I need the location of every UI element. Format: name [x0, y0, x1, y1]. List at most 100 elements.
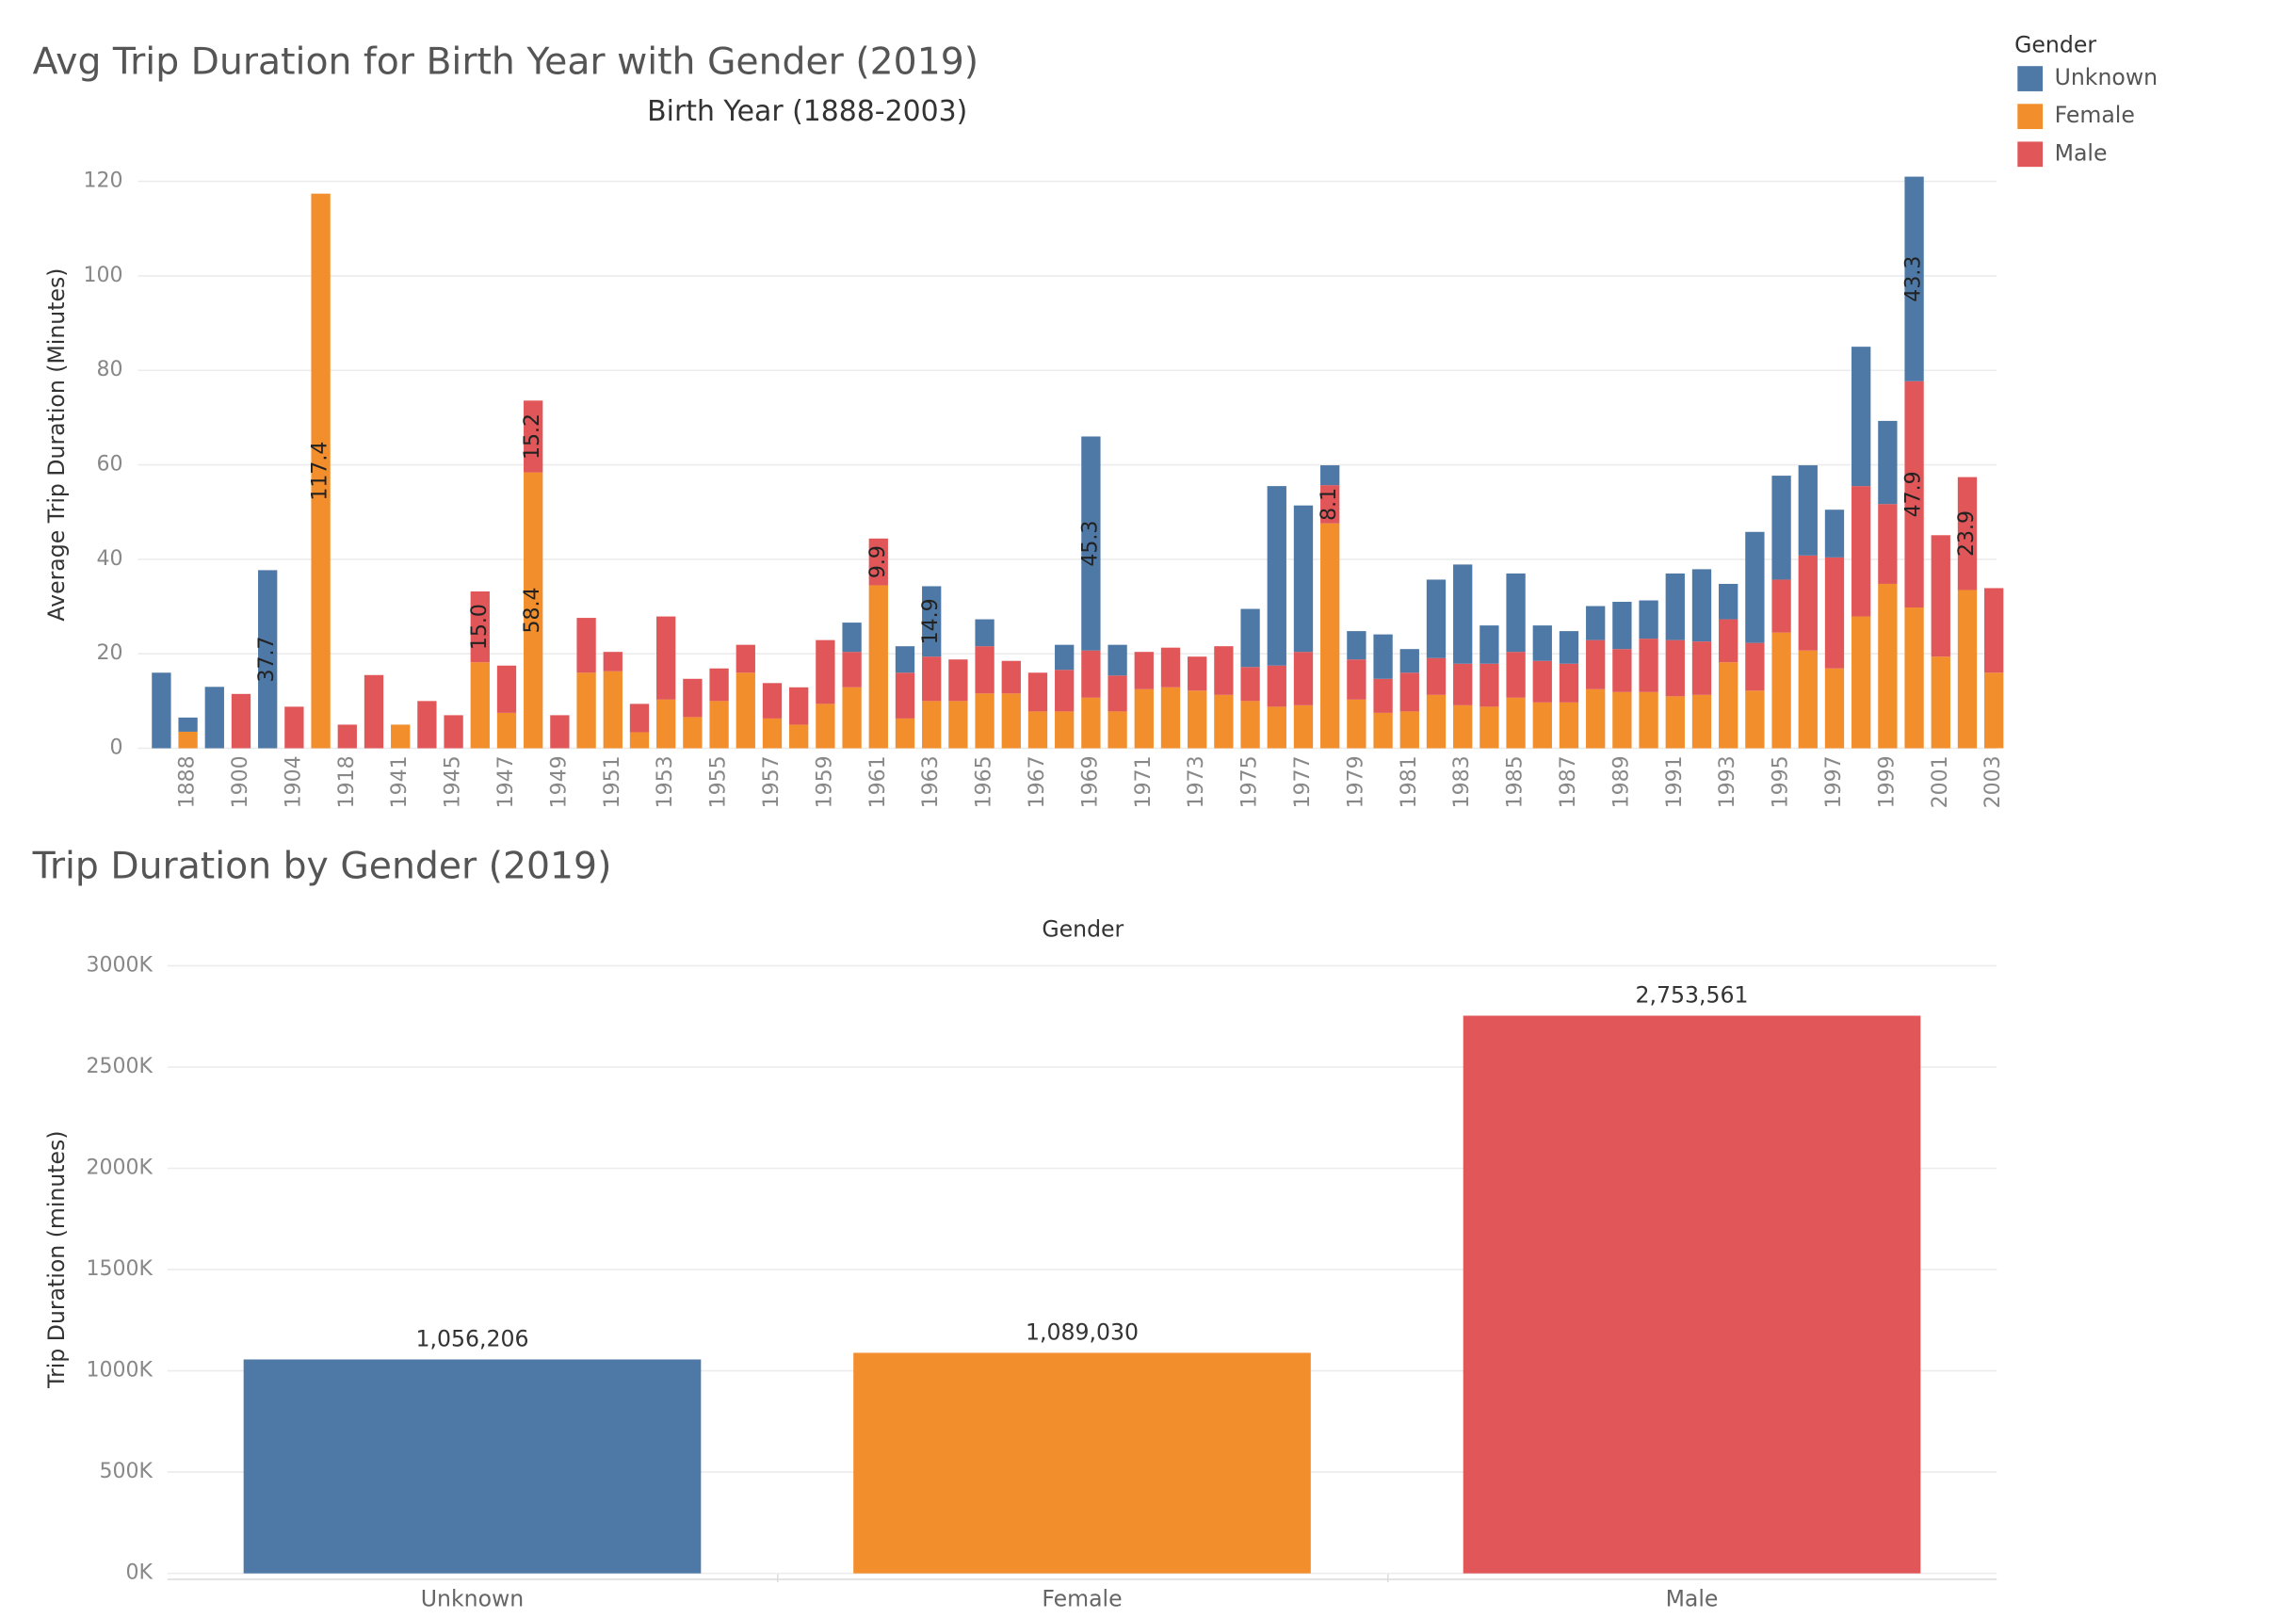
bar-segment [1798, 650, 1818, 749]
y-tick-label: 0 [110, 736, 123, 760]
bar-segment [975, 693, 994, 749]
bar [1463, 1015, 1921, 1574]
bar-segment [603, 652, 623, 671]
y-tick-label: 40 [97, 547, 123, 571]
bar-segment [1188, 656, 1207, 691]
x-tick-label: 1991 [1663, 755, 1687, 808]
bar-segment [1108, 644, 1127, 676]
x-tick-label: Female [1042, 1585, 1122, 1611]
bar-segment [603, 671, 623, 749]
legend-title: Gender [2014, 31, 2096, 57]
x-tick-label: 1977 [1291, 755, 1315, 808]
bar-segment [178, 717, 198, 732]
bar-segment [709, 701, 729, 749]
bar-segment [1665, 573, 1685, 640]
y-tick-label: 80 [97, 358, 123, 381]
bar-segment [1771, 632, 1791, 749]
x-tick-label: 1900 [229, 755, 252, 808]
bar-segment [1878, 420, 1898, 505]
data-label: 37.7 [255, 636, 279, 682]
bar-segment [1745, 642, 1765, 691]
legend-label: Unknown [2055, 64, 2158, 90]
bar-segment [948, 659, 968, 702]
x-tick-label: 2001 [1929, 755, 1952, 808]
y-tick-label: 20 [97, 641, 123, 665]
bar-segment [1479, 706, 1499, 749]
bar-segment [1479, 663, 1499, 707]
bar-segment [1373, 678, 1393, 713]
bar-segment [1267, 706, 1286, 749]
bar-segment [1027, 711, 1048, 749]
bar-segment [470, 662, 490, 749]
x-tick-label: 1967 [1026, 755, 1049, 808]
bar-segment [895, 646, 915, 673]
bar-segment [258, 570, 278, 749]
bar-segment [1665, 696, 1685, 749]
bar [243, 1359, 702, 1574]
y-tick-label: 1000K [87, 1359, 154, 1383]
bar-segment [1506, 573, 1526, 653]
bar-segment [1719, 619, 1738, 663]
bar-segment [524, 400, 543, 473]
bar-segment [1851, 616, 1871, 749]
data-label: 1,056,206 [415, 1326, 528, 1352]
x-tick-label: 1963 [919, 755, 943, 808]
bar-segment [816, 704, 835, 749]
y-tick-label: 1500K [87, 1257, 154, 1281]
bar-segment [1559, 702, 1579, 749]
bar-segment [1984, 588, 2004, 673]
bar-segment [1586, 688, 1606, 749]
bar-segment [1347, 699, 1366, 749]
bar-segment [1160, 687, 1181, 749]
bar-segment [1055, 644, 1075, 671]
bar-segment [975, 619, 994, 647]
x-tick-label: 1997 [1822, 755, 1846, 808]
bar-segment [1771, 476, 1791, 580]
bar-segment [1586, 606, 1606, 640]
bar-segment [1293, 704, 1314, 749]
bar-segment [1691, 641, 1712, 695]
x-axis-header: Birth Year (1888-2003) [647, 95, 967, 128]
bar-segment [1957, 590, 1978, 749]
bar-segment [496, 665, 517, 713]
x-tick-label: 1959 [813, 755, 836, 808]
bar-segment [1612, 649, 1632, 692]
bar-segment [1745, 690, 1765, 749]
bar-segment [1453, 564, 1473, 664]
x-tick-label: 1888 [176, 755, 200, 808]
data-label: 15.2 [521, 413, 544, 460]
bar-segment [1612, 602, 1632, 650]
bar-segment [762, 683, 783, 719]
bar-segment [842, 687, 862, 749]
bar-segment [1559, 663, 1579, 703]
bar-segment [444, 715, 463, 749]
bar-segment [1267, 486, 1286, 666]
bar-segment [311, 193, 331, 749]
bar-segment [496, 712, 517, 749]
bar-segment [550, 715, 570, 749]
bar-segment [1745, 531, 1765, 643]
bar-segment [1798, 465, 1818, 556]
x-tick-label: 1999 [1875, 755, 1899, 808]
bar-segment [1001, 660, 1021, 694]
bar-segment [1506, 697, 1526, 749]
bar-segment [868, 585, 888, 749]
x-tick-label: Unknown [421, 1585, 524, 1611]
bar-segment [1878, 583, 1898, 749]
x-tick-label: 1918 [335, 755, 359, 808]
bar-segment [576, 672, 596, 749]
y-tick-label: 2000K [87, 1157, 154, 1180]
bar-segment [683, 678, 703, 718]
bar-segment [1931, 535, 1950, 657]
bar-segment [1532, 660, 1552, 703]
bar-segment [1293, 652, 1314, 705]
bar-segment [1399, 711, 1419, 749]
y-tick-label: 3000K [87, 953, 154, 977]
bar-segment [1851, 486, 1871, 617]
bar-segment [1851, 347, 1871, 487]
x-tick-label: 1979 [1344, 755, 1367, 808]
x-tick-label: 1969 [1078, 755, 1102, 808]
x-tick-label: 1904 [282, 755, 305, 808]
bar-segment [1904, 607, 1924, 749]
